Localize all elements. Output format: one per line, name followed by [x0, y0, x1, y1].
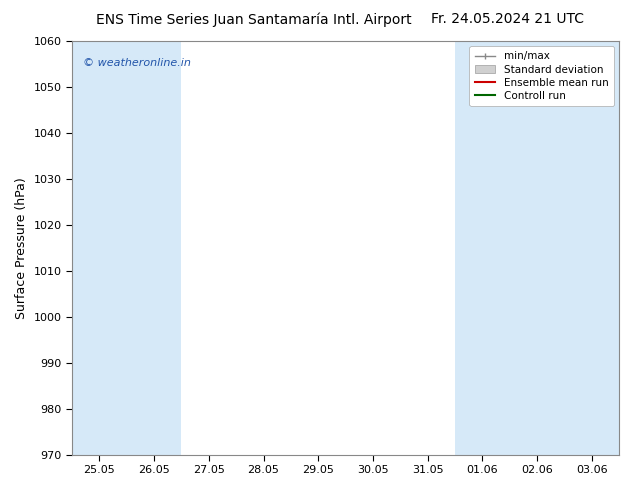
Y-axis label: Surface Pressure (hPa): Surface Pressure (hPa)	[15, 177, 28, 318]
Text: ENS Time Series Juan Santamaría Intl. Airport: ENS Time Series Juan Santamaría Intl. Ai…	[96, 12, 411, 27]
Text: © weatheronline.in: © weatheronline.in	[83, 58, 191, 68]
Bar	[72, 41, 127, 455]
Bar	[564, 41, 619, 455]
Text: Fr. 24.05.2024 21 UTC: Fr. 24.05.2024 21 UTC	[430, 12, 584, 26]
Bar	[510, 41, 564, 455]
Bar	[127, 41, 181, 455]
Bar	[455, 41, 510, 455]
Legend: min/max, Standard deviation, Ensemble mean run, Controll run: min/max, Standard deviation, Ensemble me…	[469, 46, 614, 106]
